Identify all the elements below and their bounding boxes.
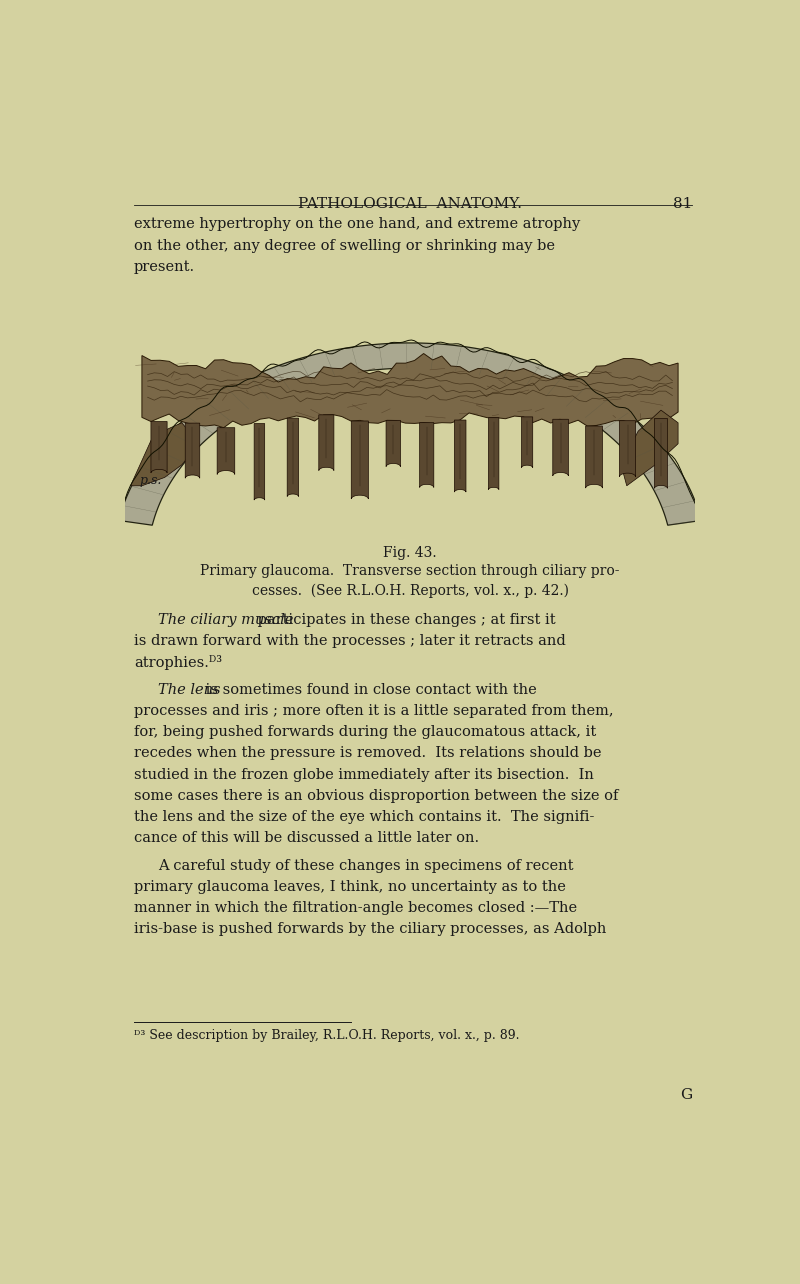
Text: extreme hypertrophy on the one hand, and extreme atrophy: extreme hypertrophy on the one hand, and… <box>134 217 580 231</box>
Text: Fig. 43.: Fig. 43. <box>383 546 437 560</box>
Text: iris-base is pushed forwards by the ciliary processes, as Adolph: iris-base is pushed forwards by the cili… <box>134 922 606 936</box>
Text: G: G <box>680 1089 692 1103</box>
Text: PATHOLOGICAL  ANATOMY.: PATHOLOGICAL ANATOMY. <box>298 196 522 211</box>
Text: the lens and the size of the eye which contains it.  The signifi-: the lens and the size of the eye which c… <box>134 810 594 824</box>
Text: primary glaucoma leaves, I think, no uncertainty as to the: primary glaucoma leaves, I think, no unc… <box>134 880 566 894</box>
Text: ᴰ³ See description by Brailey, R.L.O.H. Reports, vol. x., p. 89.: ᴰ³ See description by Brailey, R.L.O.H. … <box>134 1028 520 1043</box>
Text: The ciliary muscle: The ciliary muscle <box>158 612 293 627</box>
Text: present.: present. <box>134 259 195 273</box>
Text: is drawn forward with the processes ; later it retracts and: is drawn forward with the processes ; la… <box>134 634 566 648</box>
Text: manner in which the filtration-angle becomes closed :—The: manner in which the filtration-angle bec… <box>134 901 578 915</box>
Text: studied in the frozen globe immediately after its bisection.  In: studied in the frozen globe immediately … <box>134 768 594 782</box>
Text: cance of this will be discussed a little later on.: cance of this will be discussed a little… <box>134 831 479 845</box>
Text: 81: 81 <box>673 196 692 211</box>
Text: A careful study of these changes in specimens of recent: A careful study of these changes in spec… <box>158 859 573 873</box>
Text: recedes when the pressure is removed.  Its relations should be: recedes when the pressure is removed. It… <box>134 746 602 760</box>
Text: processes and iris ; more often it is a little separated from them,: processes and iris ; more often it is a … <box>134 704 614 718</box>
Text: cesses.  (See R.L.O.H. Reports, vol. x., p. 42.): cesses. (See R.L.O.H. Reports, vol. x., … <box>251 583 569 597</box>
Text: The lens: The lens <box>158 683 220 696</box>
Text: participates in these changes ; at first it: participates in these changes ; at first… <box>253 612 555 627</box>
Text: Primary glaucoma.  Transverse section through ciliary pro-: Primary glaucoma. Transverse section thr… <box>200 565 620 578</box>
Text: for, being pushed forwards during the glaucomatous attack, it: for, being pushed forwards during the gl… <box>134 725 596 740</box>
Text: atrophies.ᴰ³: atrophies.ᴰ³ <box>134 655 222 670</box>
Text: some cases there is an obvious disproportion between the size of: some cases there is an obvious dispropor… <box>134 788 618 802</box>
Text: on the other, any degree of swelling or shrinking may be: on the other, any degree of swelling or … <box>134 239 555 253</box>
Text: is sometimes found in close contact with the: is sometimes found in close contact with… <box>201 683 537 696</box>
